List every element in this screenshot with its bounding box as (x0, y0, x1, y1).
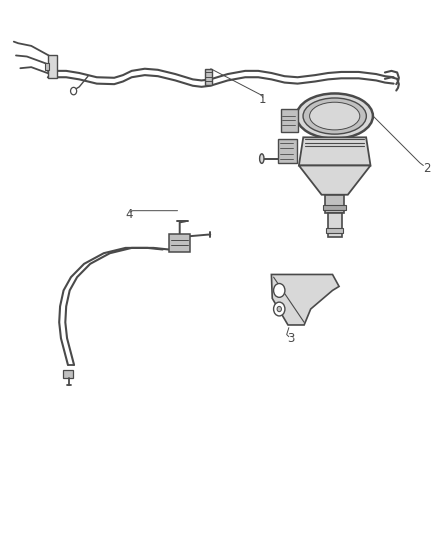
Circle shape (274, 302, 285, 316)
Bar (326, 228, 343, 233)
Circle shape (277, 306, 282, 312)
Ellipse shape (303, 98, 366, 134)
Text: 2: 2 (423, 161, 430, 175)
Text: 1: 1 (259, 93, 266, 106)
Ellipse shape (260, 154, 264, 164)
Polygon shape (272, 274, 339, 325)
Text: 3: 3 (287, 332, 295, 345)
Bar (45, 63, 49, 70)
Polygon shape (299, 165, 371, 195)
Circle shape (71, 87, 77, 95)
Bar (279, 140, 297, 163)
Polygon shape (328, 213, 342, 237)
Circle shape (274, 284, 285, 297)
Polygon shape (299, 138, 371, 165)
Bar (169, 233, 190, 252)
Bar (63, 370, 73, 378)
Ellipse shape (310, 102, 360, 130)
Polygon shape (325, 195, 344, 213)
Ellipse shape (297, 93, 373, 139)
Bar (323, 205, 346, 210)
Bar (48, 55, 57, 78)
Text: 4: 4 (126, 208, 133, 221)
Bar (205, 69, 212, 85)
Bar (281, 109, 297, 132)
